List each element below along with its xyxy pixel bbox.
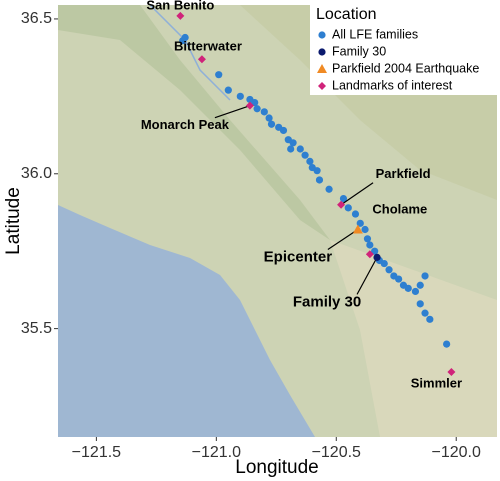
legend-swatch: [318, 31, 326, 39]
legend-label: All LFE families: [332, 27, 418, 41]
leader-line: [327, 229, 359, 251]
x-tick-label: −121.5: [72, 444, 121, 461]
point: [443, 340, 451, 348]
legend-swatch: [318, 48, 326, 56]
x-tick-label: −121.0: [192, 444, 241, 461]
legend-label: Parkfield 2004 Earthquake: [332, 61, 479, 75]
point: [279, 126, 288, 135]
leader-line: [340, 182, 374, 206]
legend-swatch: [317, 64, 327, 73]
point: [421, 272, 429, 280]
point-label: Simmler: [411, 375, 462, 390]
point: [421, 309, 429, 317]
point: [416, 300, 424, 308]
point: [373, 253, 381, 261]
point: [352, 224, 363, 234]
point: [365, 250, 374, 259]
point: [236, 92, 244, 100]
point: [265, 114, 273, 122]
point: [371, 247, 379, 255]
point-label: Monarch Peak: [141, 117, 230, 132]
point: [251, 98, 259, 107]
point: [306, 157, 314, 165]
point: [337, 200, 346, 209]
point: [224, 86, 232, 94]
legend-label: Landmarks of interest: [332, 78, 453, 92]
legend-label: Family 30: [332, 44, 386, 58]
point: [356, 219, 364, 227]
point: [416, 281, 424, 289]
x-tick-label: −120.0: [432, 444, 481, 461]
point: [325, 185, 333, 193]
legend-box: [310, 5, 497, 95]
point: [385, 266, 393, 274]
point: [366, 241, 374, 249]
point: [361, 225, 369, 234]
point: [339, 194, 348, 203]
point: [313, 167, 321, 175]
legend-swatch: [318, 82, 326, 90]
point: [447, 367, 456, 376]
point-label: Parkfield: [376, 166, 431, 181]
point: [215, 71, 223, 79]
y-tick-label: 35.5: [21, 320, 52, 337]
point: [289, 139, 297, 147]
point: [344, 204, 352, 212]
point: [315, 176, 324, 184]
point-label: Cholame: [372, 202, 427, 217]
point-label: San Benito: [146, 0, 214, 12]
point: [179, 37, 187, 45]
point: [253, 105, 261, 113]
point: [426, 315, 434, 323]
point: [411, 287, 420, 296]
y-axis-label: Latitude: [3, 187, 24, 255]
point: [197, 55, 206, 64]
point-label: Bitterwater: [174, 39, 242, 54]
x-axis-label: Longitude: [235, 457, 318, 478]
point: [176, 11, 185, 20]
point: [301, 151, 309, 159]
point: [351, 210, 360, 218]
point: [404, 284, 412, 292]
legend-title: Location: [316, 6, 377, 23]
y-tick-label: 36.0: [21, 165, 52, 182]
point: [296, 145, 304, 153]
y-tick-label: 36.5: [21, 10, 52, 27]
axes: −121.5 −121.0 −120.5 −120.0 35.5 36.0 36.5: [21, 10, 481, 461]
point-label: Epicenter: [264, 248, 333, 265]
point: [260, 108, 268, 116]
point: [267, 120, 276, 128]
leader-line: [214, 105, 251, 119]
point: [245, 101, 254, 110]
point-label: Family 30: [293, 293, 361, 310]
x-tick-label: −120.5: [312, 444, 361, 461]
point: [287, 145, 295, 153]
leader-line: [356, 257, 378, 295]
point: [395, 275, 403, 283]
point: [363, 235, 372, 243]
point: [380, 259, 388, 268]
